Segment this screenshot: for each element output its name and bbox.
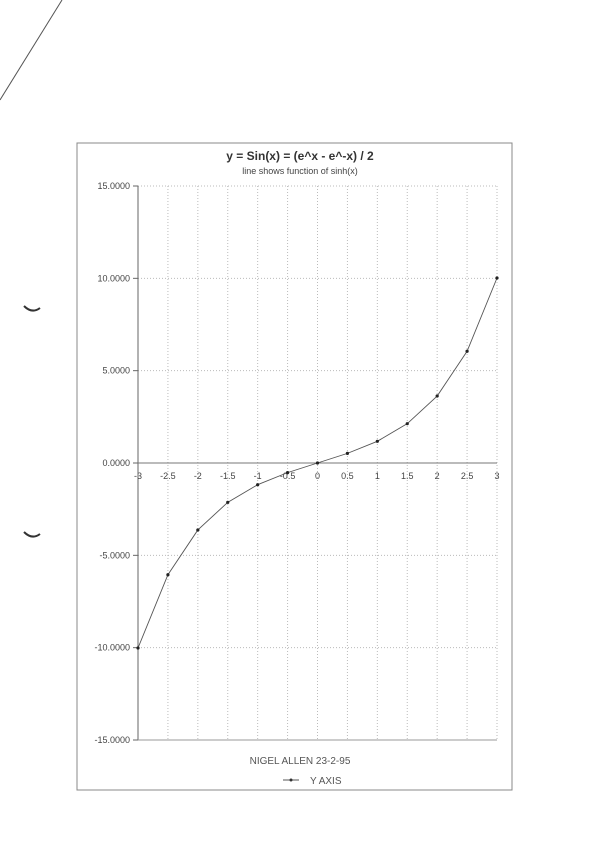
data-point bbox=[226, 500, 230, 504]
x-tick-label: 1.5 bbox=[401, 471, 414, 481]
x-tick-label: 1 bbox=[375, 471, 380, 481]
data-point bbox=[136, 646, 140, 650]
data-point bbox=[345, 451, 350, 455]
y-tick-label: 10.0000 bbox=[97, 273, 130, 283]
x-tick-label: 2 bbox=[435, 471, 440, 481]
data-point bbox=[315, 461, 320, 465]
x-tick-label: -1 bbox=[254, 471, 262, 481]
chart-title: y = Sin(x) = (e^x - e^-x) / 2 bbox=[226, 149, 374, 163]
scan-edge-mark bbox=[0, 0, 63, 101]
y-tick-label: -15.0000 bbox=[94, 735, 130, 745]
punch-hole-mark bbox=[23, 305, 41, 312]
x-tick-label: -1.5 bbox=[220, 471, 236, 481]
chart-subtitle: line shows function of sinh(x) bbox=[242, 166, 358, 176]
x-tick-label: -2.5 bbox=[160, 471, 176, 481]
data-point bbox=[405, 422, 409, 426]
data-point bbox=[196, 528, 200, 532]
chart-frame bbox=[76, 142, 513, 791]
data-point bbox=[465, 349, 469, 353]
legend: Y AXIS bbox=[283, 776, 342, 787]
x-tick-label: 0.5 bbox=[341, 471, 354, 481]
data-point bbox=[166, 573, 170, 577]
x-tick-label: 0 bbox=[315, 471, 320, 481]
x-tick-label: -0.5 bbox=[280, 471, 296, 481]
legend-marker bbox=[289, 778, 293, 782]
y-tick-label: 15.0000 bbox=[97, 181, 130, 191]
chart-footer: NIGEL ALLEN 23-2-95 bbox=[250, 756, 351, 767]
data-point bbox=[256, 483, 260, 487]
data-point bbox=[495, 276, 499, 280]
data-point bbox=[285, 471, 290, 475]
legend-label: Y AXIS bbox=[310, 776, 342, 787]
y-tick-label: 5.0000 bbox=[102, 366, 130, 376]
data-point bbox=[375, 439, 379, 443]
y-tick-label: -5.0000 bbox=[99, 550, 130, 560]
y-tick-label: -10.0000 bbox=[94, 643, 130, 653]
x-tick-label: 3 bbox=[494, 471, 499, 481]
x-tick-label: 2.5 bbox=[461, 471, 474, 481]
data-point bbox=[435, 394, 439, 398]
y-tick-label: 0.0000 bbox=[102, 458, 130, 468]
x-tick-label: -2 bbox=[194, 471, 202, 481]
punch-hole-mark bbox=[23, 531, 41, 538]
